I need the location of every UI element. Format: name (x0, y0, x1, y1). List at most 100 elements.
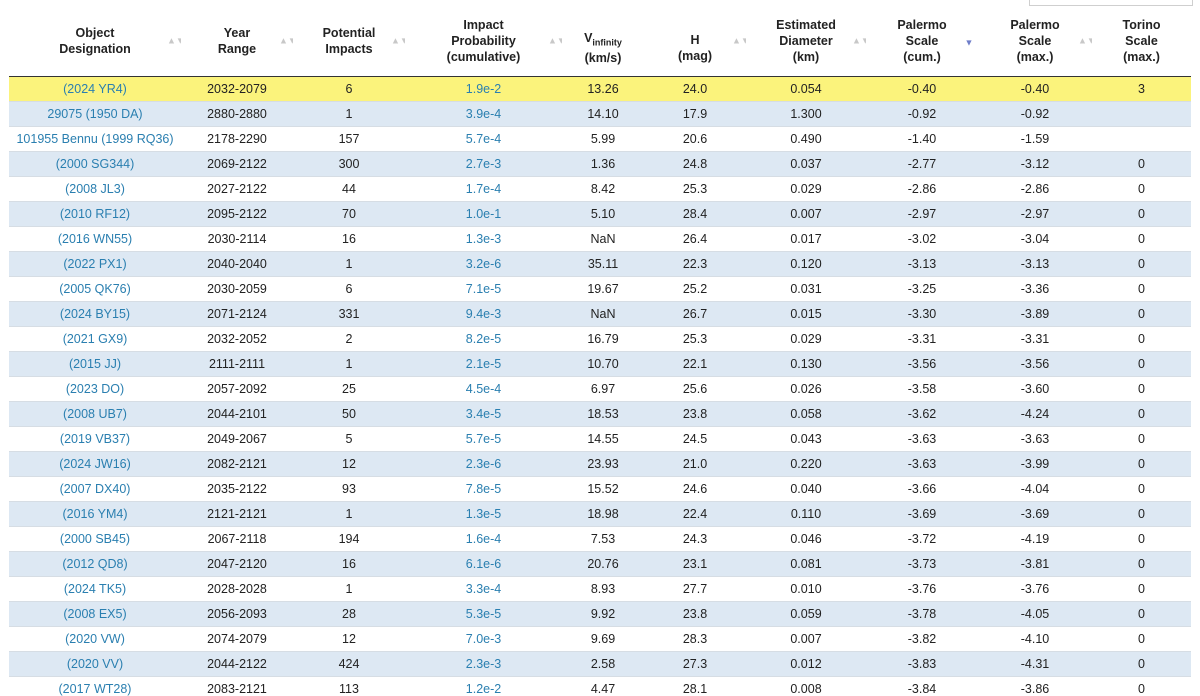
probability-cell[interactable]: 4.5e-4 (405, 376, 562, 402)
designation-cell[interactable]: (2024 JW16) (9, 451, 181, 477)
probability-cell[interactable]: 3.2e-6 (405, 251, 562, 277)
year-range-cell: 2083-2121 (181, 676, 293, 696)
probability-cell[interactable]: 7.8e-5 (405, 476, 562, 502)
header-label-line: (km/s) (584, 51, 622, 66)
v-infinity-cell: 4.47 (562, 676, 644, 696)
palermo-max-cell: -3.56 (978, 351, 1092, 377)
designation-cell[interactable]: 29075 (1950 DA) (9, 101, 181, 127)
designation-cell[interactable]: (2012 QD8) (9, 551, 181, 577)
sort-icon[interactable]: ▲▼ (279, 35, 297, 46)
palermo-cum-cell: -3.63 (866, 426, 978, 452)
probability-cell[interactable]: 1.3e-3 (405, 226, 562, 252)
sort-icon[interactable]: ▲▼ (167, 35, 185, 46)
probability-cell[interactable]: 2.3e-3 (405, 651, 562, 677)
h-mag-cell: 28.3 (644, 626, 746, 652)
designation-cell[interactable]: 101955 Bennu (1999 RQ36) (9, 126, 181, 152)
designation-cell[interactable]: (2008 JL3) (9, 176, 181, 202)
impacts-cell: 113 (293, 676, 405, 696)
palermo-max-cell: -3.86 (978, 676, 1092, 696)
col-header-impact-probability[interactable]: Impact Probability (cumulative) ▲▼ (405, 6, 566, 77)
palermo-max-cell: -1.59 (978, 126, 1092, 152)
header-label-line: (mag) (677, 49, 713, 63)
year-range-cell: 2074-2079 (181, 626, 293, 652)
designation-cell[interactable]: (2017 WT28) (9, 676, 181, 696)
probability-cell[interactable]: 1.7e-4 (405, 176, 562, 202)
sort-icon[interactable]: ▲▼ (852, 35, 870, 46)
designation-cell[interactable]: (2024 YR4) (9, 76, 181, 102)
designation-cell[interactable]: (2008 UB7) (9, 401, 181, 427)
designation-cell[interactable]: (2016 WN55) (9, 226, 181, 252)
palermo-max-cell: -3.69 (978, 501, 1092, 527)
probability-cell[interactable]: 1.6e-4 (405, 526, 562, 552)
v-infinity-cell: 14.55 (562, 426, 644, 452)
probability-cell[interactable]: 1.2e-2 (405, 676, 562, 696)
probability-cell[interactable]: 2.3e-6 (405, 451, 562, 477)
h-mag-cell: 23.8 (644, 601, 746, 627)
designation-cell[interactable]: (2008 EX5) (9, 601, 181, 627)
designation-cell[interactable]: (2024 TK5) (9, 576, 181, 602)
col-header-potential-impacts[interactable]: Potential Impacts ▲▼ (293, 6, 409, 77)
probability-cell[interactable]: 3.3e-4 (405, 576, 562, 602)
probability-cell[interactable]: 1.3e-5 (405, 501, 562, 527)
designation-cell[interactable]: (2015 JJ) (9, 351, 181, 377)
col-header-palermo-cum[interactable]: Palermo Scale (cum.) ▼ (866, 6, 978, 77)
designation-cell[interactable]: (2019 VB37) (9, 426, 181, 452)
designation-cell[interactable]: (2005 QK76) (9, 276, 181, 302)
probability-cell[interactable]: 1.9e-2 (405, 76, 562, 102)
col-header-year-range[interactable]: Year Range ▲▼ (181, 6, 297, 77)
probability-cell[interactable]: 2.1e-5 (405, 351, 562, 377)
designation-cell[interactable]: (2021 GX9) (9, 326, 181, 352)
probability-cell[interactable]: 8.2e-5 (405, 326, 562, 352)
probability-cell[interactable]: 5.7e-4 (405, 126, 562, 152)
probability-cell[interactable]: 2.7e-3 (405, 151, 562, 177)
palermo-cum-cell: -3.78 (866, 601, 978, 627)
probability-cell[interactable]: 3.9e-4 (405, 101, 562, 127)
table-row: (2000 SG344) 2069-2122 300 2.7e-3 1.36 24.8 0.… (9, 151, 1191, 177)
sort-icon[interactable]: ▲▼ (1078, 35, 1096, 46)
year-range-cell: 2067-2118 (181, 526, 293, 552)
col-header-designation[interactable]: Object Designation ▲▼ (9, 6, 185, 77)
probability-cell[interactable]: 7.1e-5 (405, 276, 562, 302)
palermo-cum-cell: -3.02 (866, 226, 978, 252)
year-range-cell: 2030-2059 (181, 276, 293, 302)
designation-cell[interactable]: (2016 YM4) (9, 501, 181, 527)
col-header-diameter[interactable]: Estimated Diameter (km) ▲▼ (746, 6, 870, 77)
header-label-line: Object (75, 26, 115, 40)
sort-icon[interactable]: ▲▼ (391, 35, 409, 46)
designation-cell[interactable]: (2010 RF12) (9, 201, 181, 227)
table-row: (2024 BY15) 2071-2124 331 9.4e-3 NaN 26.7 0.01… (9, 301, 1191, 327)
designation-cell[interactable]: (2023 DO) (9, 376, 181, 402)
probability-cell[interactable]: 5.7e-5 (405, 426, 562, 452)
designation-cell[interactable]: (2007 DX40) (9, 476, 181, 502)
table-row: (2008 UB7) 2044-2101 50 3.4e-5 18.53 23.8 0.05… (9, 401, 1191, 427)
torino-cell (1092, 126, 1191, 152)
designation-cell[interactable]: (2020 VV) (9, 651, 181, 677)
designation-cell[interactable]: (2024 BY15) (9, 301, 181, 327)
probability-cell[interactable]: 1.0e-1 (405, 201, 562, 227)
designation-cell[interactable]: (2000 SG344) (9, 151, 181, 177)
sort-icon[interactable]: ▲▼ (548, 35, 566, 46)
col-header-palermo-max[interactable]: Palermo Scale (max.) ▲▼ (978, 6, 1096, 77)
v-infinity-cell: 5.10 (562, 201, 644, 227)
probability-cell[interactable]: 6.1e-6 (405, 551, 562, 577)
sort-desc-icon[interactable]: ▼ (964, 37, 974, 48)
probability-cell[interactable]: 5.3e-5 (405, 601, 562, 627)
diameter-cell: 0.029 (746, 326, 866, 352)
sort-icon[interactable]: ▲▼ (732, 35, 750, 46)
probability-cell[interactable]: 9.4e-3 (405, 301, 562, 327)
designation-cell[interactable]: (2022 PX1) (9, 251, 181, 277)
table-row: 101955 Bennu (1999 RQ36) 2178-2290 157 5.7e… (9, 126, 1191, 152)
designation-cell[interactable]: (2020 VW) (9, 626, 181, 652)
designation-cell[interactable]: (2000 SB45) (9, 526, 181, 552)
col-header-h-mag[interactable]: H (mag) ▲▼ (644, 6, 750, 77)
col-header-v-infinity[interactable]: Vinfinity (km/s) (562, 6, 644, 77)
col-header-torino-max[interactable]: Torino Scale (max.) (1092, 6, 1191, 77)
probability-cell[interactable]: 3.4e-5 (405, 401, 562, 427)
palermo-max-cell: -2.86 (978, 176, 1092, 202)
probability-cell[interactable]: 7.0e-3 (405, 626, 562, 652)
torino-cell: 0 (1092, 176, 1191, 202)
palermo-max-cell: -3.13 (978, 251, 1092, 277)
palermo-max-cell: -3.31 (978, 326, 1092, 352)
palermo-cum-cell: -2.97 (866, 201, 978, 227)
